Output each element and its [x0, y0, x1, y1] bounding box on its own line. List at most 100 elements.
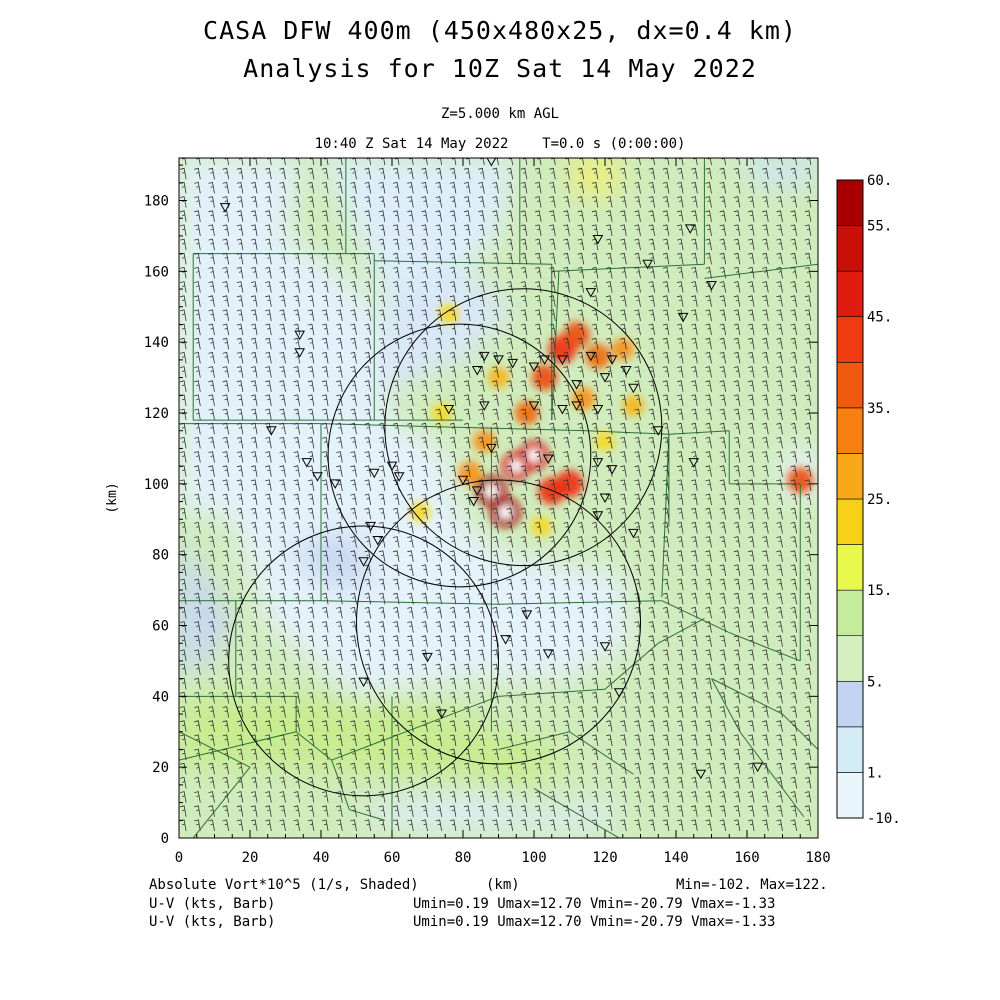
colorbar-label: 55. — [867, 219, 892, 235]
station-marker — [684, 224, 696, 234]
county-boundaries — [179, 158, 818, 838]
y-tick-label: 40 — [152, 689, 169, 705]
station-marker — [592, 511, 604, 521]
station-marker — [219, 203, 231, 213]
x-tick-label: 120 — [592, 850, 617, 866]
station-marker — [478, 401, 490, 411]
vorticity-cell-core — [498, 505, 513, 519]
colorbar-label: 25. — [867, 492, 892, 508]
station-marker — [620, 366, 632, 376]
station-marker — [358, 677, 369, 688]
station-marker — [457, 475, 469, 486]
radar-ring — [228, 525, 499, 797]
x-tick-label: 140 — [663, 850, 688, 866]
vector2-stats: Umin=0.19 Umax=12.70 Vmin=-20.79 Vmax=-1… — [413, 914, 776, 930]
county-line — [498, 731, 570, 750]
colorbar-label: 35. — [867, 401, 892, 417]
county-line — [704, 263, 818, 279]
county-line — [587, 430, 669, 435]
radar-ring — [327, 323, 592, 588]
colorbar-swatch — [836, 726, 864, 773]
colorbar-swatch — [836, 544, 864, 591]
blue-band-southwest — [285, 526, 375, 591]
county-line — [331, 695, 499, 761]
county-line — [668, 430, 730, 435]
vorticity-cell — [611, 337, 635, 361]
x-tick-label: 180 — [805, 850, 830, 866]
colorbar-label: -10. — [867, 811, 901, 827]
station-marker — [542, 649, 554, 659]
station-marker — [539, 355, 551, 365]
station-marker — [599, 493, 611, 504]
chart-title-line1: CASA DFW 400m (450x480x25, dx=0.4 km) — [203, 16, 797, 45]
county-line — [551, 263, 705, 272]
x-tick-label: 100 — [521, 850, 546, 866]
blue-band-west — [179, 536, 233, 679]
station-marker — [312, 472, 323, 482]
station-marker — [606, 355, 618, 365]
county-line — [569, 731, 634, 775]
station-marker — [365, 521, 377, 532]
station-marker — [521, 610, 533, 620]
colorbar-swatch — [836, 680, 864, 728]
vorticity-cell — [594, 431, 616, 452]
vorticity-cell — [438, 303, 459, 324]
vorticity-cell — [572, 387, 596, 411]
vorticity-cell — [431, 402, 452, 424]
y-axis: 0 20 40 60 80 100 120 140 160 180 — [144, 164, 818, 847]
radar-range-rings — [228, 288, 663, 797]
x-tick-label: 160 — [734, 850, 759, 866]
x-tick-label: 40 — [313, 850, 330, 866]
station-marker — [443, 404, 455, 415]
station-marker — [468, 497, 480, 507]
county-line — [658, 617, 705, 644]
county-line — [729, 632, 801, 662]
station-marker — [386, 461, 398, 472]
yellow-patch-north — [569, 158, 623, 194]
station-marker — [752, 762, 764, 773]
colorbar-swatch — [836, 498, 864, 545]
station-marker — [706, 281, 717, 291]
station-marker — [557, 355, 568, 365]
y-tick-label: 80 — [152, 548, 169, 564]
x-tick-label: 80 — [455, 850, 472, 866]
field-label: Absolute Vort*10^5 (1/s, Shaded) — [149, 877, 419, 893]
station-marker — [358, 557, 369, 567]
y-tick-label: 0 — [161, 831, 169, 847]
station-marker — [436, 709, 448, 720]
station-marker — [599, 642, 611, 652]
radar-ring — [356, 479, 641, 765]
station-marker — [265, 426, 277, 436]
x-tick-label: 60 — [384, 850, 401, 866]
low-vort-region-south — [374, 795, 623, 828]
vorticity-cell — [514, 400, 540, 426]
vorticity-cell — [787, 467, 814, 494]
station-marker — [585, 288, 597, 298]
colorbar-swatch — [836, 270, 864, 318]
y-tick-label: 160 — [144, 264, 169, 280]
colorbar-swatch — [836, 225, 864, 272]
county-line — [179, 731, 297, 761]
county-line — [661, 434, 670, 598]
vector2-label: U-V (kts, Barb) — [149, 914, 276, 930]
station-marker — [652, 426, 664, 436]
station-marker — [471, 486, 483, 496]
x-axis-unit: (km) — [486, 877, 520, 893]
vorticity-cell — [585, 343, 611, 369]
colorbar-swatch — [836, 453, 864, 500]
station-marker — [677, 312, 689, 323]
vorticity-cell-core — [509, 459, 523, 473]
station-marker — [571, 401, 582, 411]
county-line — [661, 600, 730, 634]
station-marker — [642, 259, 653, 270]
county-line — [320, 600, 499, 605]
station-markers — [219, 158, 764, 780]
y-tick-label: 140 — [144, 335, 169, 351]
level-label: Z=5.000 km AGL — [440, 106, 559, 122]
vorticity-cell — [473, 430, 496, 453]
station-marker — [294, 330, 306, 341]
station-marker — [422, 652, 433, 663]
station-marker — [695, 769, 707, 780]
y-tick-label: 100 — [144, 477, 169, 493]
